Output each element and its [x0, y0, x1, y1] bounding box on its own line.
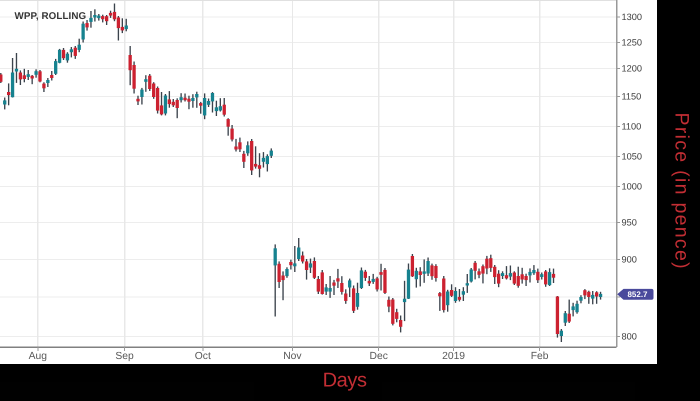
svg-text:2019: 2019 — [442, 351, 465, 362]
svg-text:1150: 1150 — [622, 92, 642, 102]
svg-text:800: 800 — [622, 332, 637, 342]
svg-text:1100: 1100 — [622, 121, 642, 131]
svg-text:Aug: Aug — [29, 351, 48, 362]
svg-text:WPP, ROLLING: WPP, ROLLING — [15, 11, 87, 22]
svg-text:950: 950 — [622, 217, 637, 227]
svg-text:852.7: 852.7 — [627, 290, 648, 299]
svg-text:Nov: Nov — [283, 351, 302, 362]
svg-text:Feb: Feb — [531, 351, 549, 362]
svg-text:1000: 1000 — [622, 182, 642, 192]
svg-text:Oct: Oct — [195, 351, 211, 362]
svg-text:Dec: Dec — [370, 351, 388, 362]
svg-text:900: 900 — [622, 254, 637, 264]
svg-text:Price (in pence): Price (in pence) — [671, 113, 693, 270]
svg-text:1250: 1250 — [622, 38, 642, 48]
svg-text:1300: 1300 — [622, 12, 642, 22]
svg-text:Days: Days — [323, 369, 367, 391]
svg-text:1050: 1050 — [622, 152, 642, 162]
svg-text:Sep: Sep — [115, 351, 134, 362]
svg-text:1200: 1200 — [622, 63, 642, 73]
